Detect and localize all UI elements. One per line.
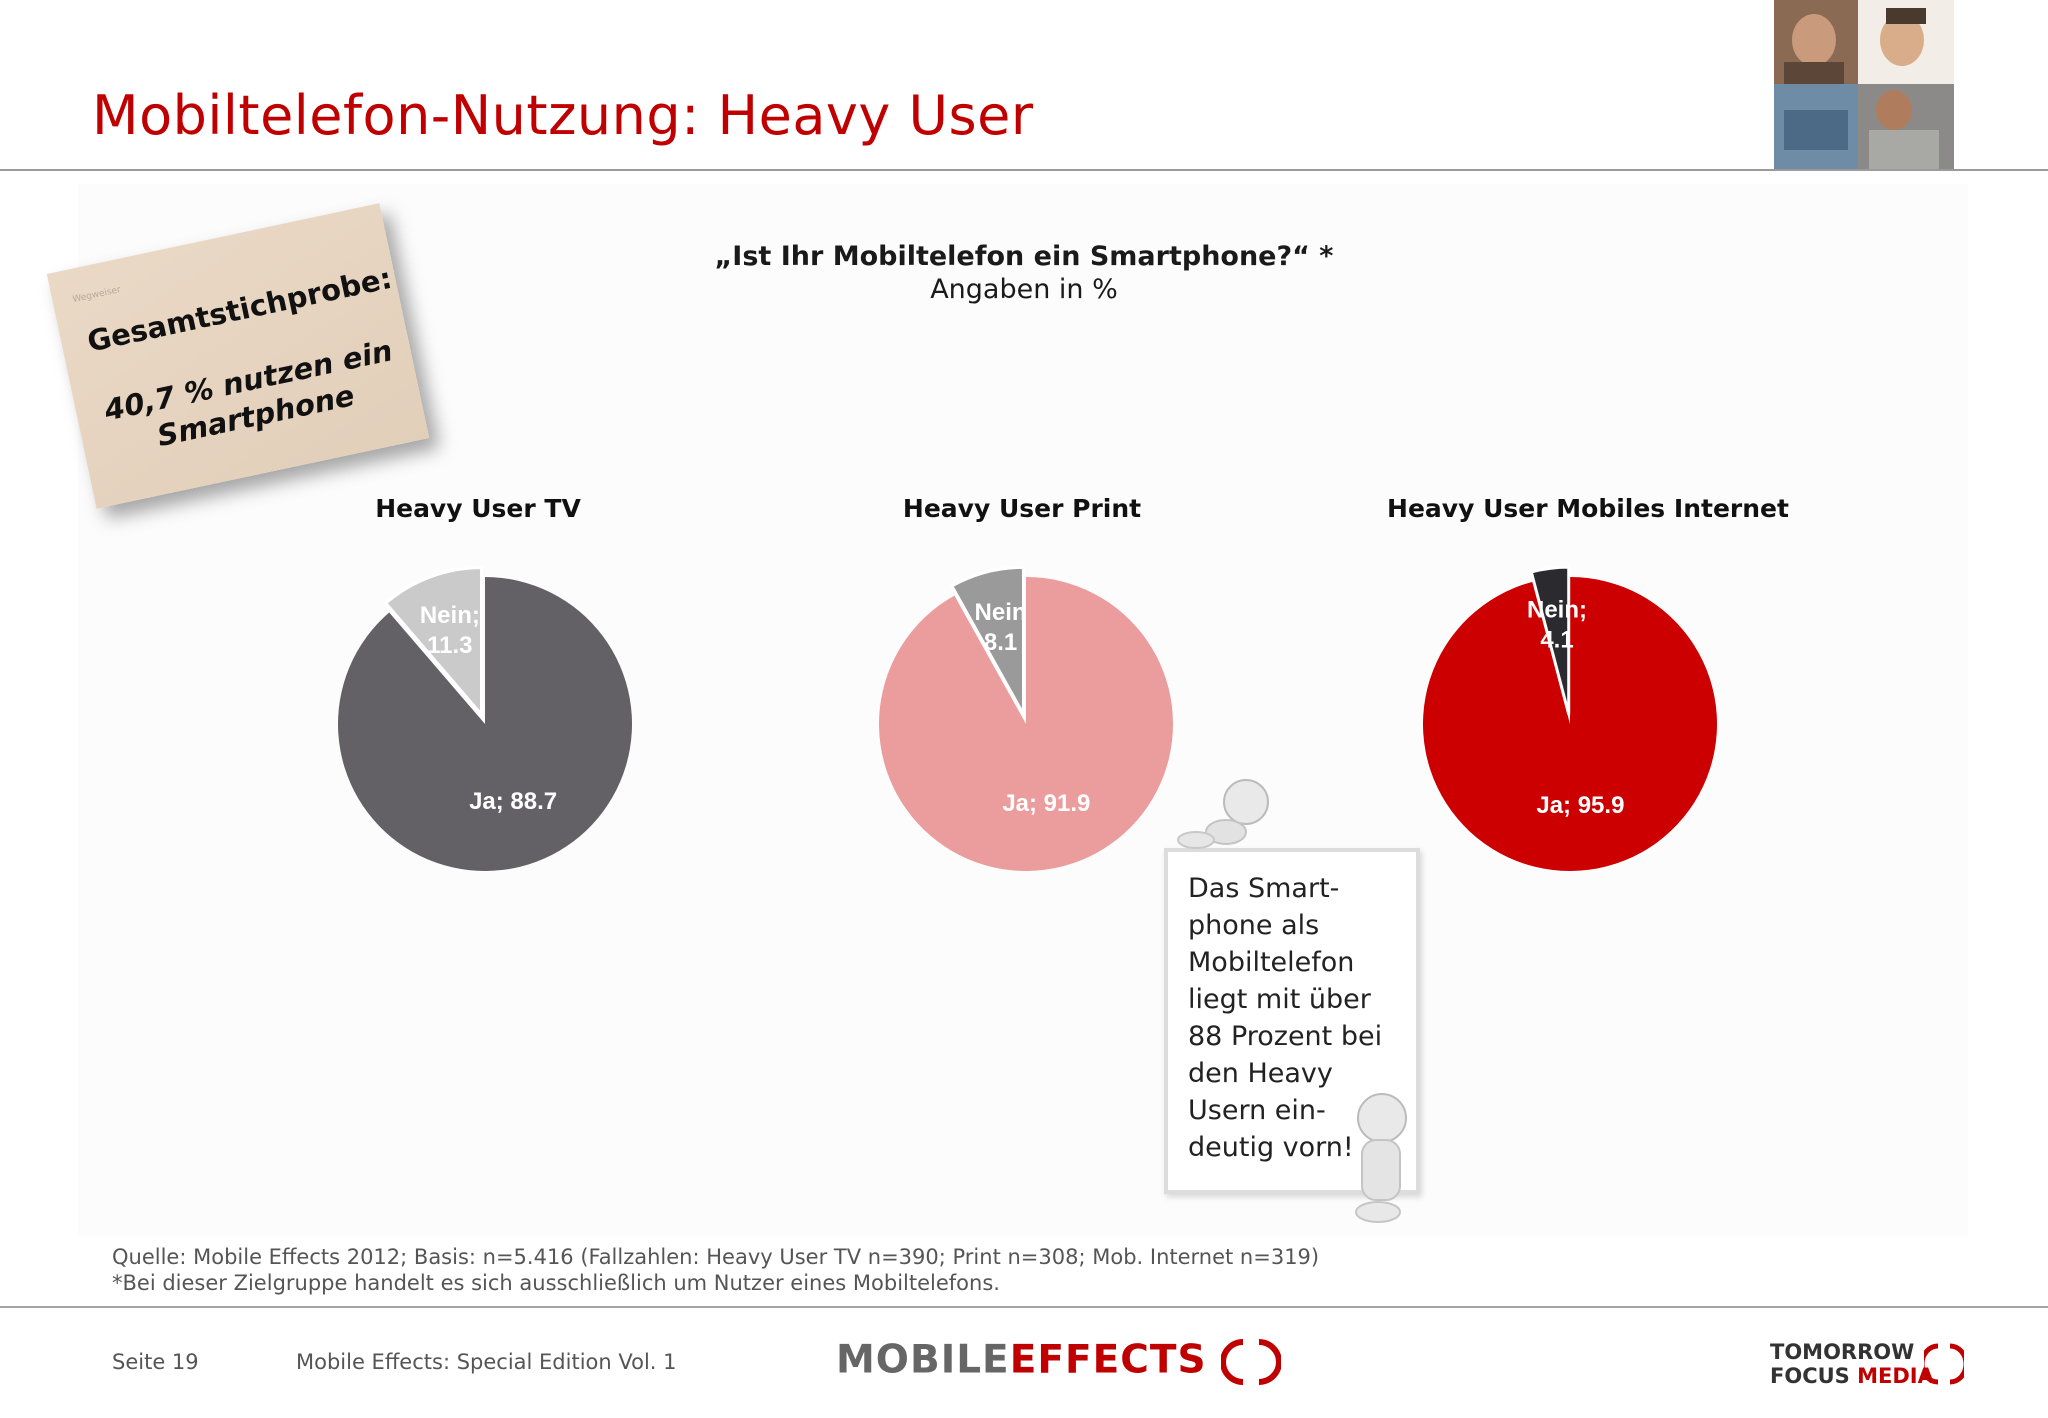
chart-title-mobile-internet: Heavy User Mobiles Internet — [1387, 494, 1789, 523]
header-divider — [0, 169, 2048, 171]
data-label-nein-mobile-internet: Nein; 4.1 — [1527, 597, 1587, 654]
mobile-effects-logo-part2: EFFECTS — [1009, 1337, 1207, 1383]
tfm-logo-mark — [1924, 1343, 1964, 1385]
publication-name: Mobile Effects: Special Edition Vol. 1 — [296, 1350, 677, 1374]
callout-text: Das Smart- phone als Mobiltelefon liegt … — [1188, 873, 1383, 1163]
pie-slice-nein-mobile-internet — [1529, 565, 1571, 715]
survey-unit: Angaben in % — [930, 274, 1118, 305]
data-label-ja-print: Ja; 91.9 — [1002, 790, 1090, 817]
pie-slice-ja-print — [879, 577, 1173, 871]
chart-title-tv: Heavy User TV — [375, 494, 581, 523]
mobile-effects-logo: MOBILEEFFECTS — [836, 1336, 1283, 1388]
footer-divider — [0, 1306, 2048, 1308]
figure-top-icon — [1177, 779, 1269, 849]
source-line: Quelle: Mobile Effects 2012; Basis: n=5.… — [112, 1245, 1320, 1269]
header-photo-collage — [1774, 0, 1954, 169]
tfm-logo-line1: TOMORROW — [1770, 1340, 1915, 1364]
tomorrow-focus-media-logo: TOMORROW FOCUS MEDIA — [1770, 1340, 1934, 1388]
pie-slice-ja-mobile-internet — [1422, 577, 1717, 871]
data-label-nein-print: Nein 8.1 — [975, 599, 1027, 656]
tfm-logo-media: MEDIA — [1857, 1364, 1934, 1388]
footnote-line: *Bei dieser Zielgruppe handelt es sich a… — [112, 1271, 1000, 1295]
page-title: Mobiltelefon-Nutzung: Heavy User — [92, 84, 1034, 147]
pie-slice-ja-tv — [338, 577, 632, 871]
data-label-nein-tv: Nein; 11.3 — [420, 602, 480, 659]
chart-title-print: Heavy User Print — [902, 494, 1142, 523]
figure-bottom-icon — [1355, 1093, 1407, 1223]
source-note: Quelle: Mobile Effects 2012; Basis: n=5.… — [112, 1244, 1319, 1296]
tfm-logo-focus: FOCUS — [1770, 1364, 1850, 1388]
pie-slice-nein-tv — [383, 566, 484, 719]
mobile-effects-logo-part1: MOBILE — [836, 1337, 1010, 1383]
data-label-ja-mobile-internet: Ja; 95.9 — [1536, 792, 1624, 819]
data-label-ja-tv: Ja; 88.7 — [469, 788, 557, 815]
pie-slice-nein-print — [949, 565, 1025, 721]
mobile-effects-logo-mark — [1220, 1339, 1283, 1385]
survey-question: „Ist Ihr Mobiltelefon ein Smartphone?“ * — [714, 241, 1334, 272]
page-number: Seite 19 — [112, 1350, 199, 1374]
